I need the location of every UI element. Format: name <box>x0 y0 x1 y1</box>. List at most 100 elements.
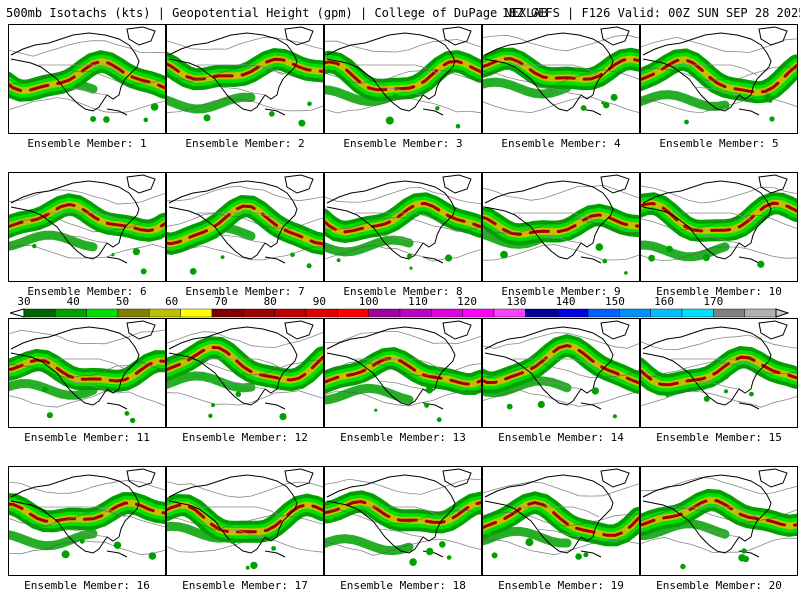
north-america-coastline <box>642 474 772 554</box>
jet-core <box>483 57 639 81</box>
map-plot <box>325 468 481 566</box>
ensemble-panel-3: Ensemble Member: 3 <box>324 24 482 154</box>
wind-speck <box>612 414 617 419</box>
colorbar-swatch <box>399 308 432 318</box>
wind-speck <box>702 254 710 262</box>
wind-speck <box>229 537 236 544</box>
caribbean-islands <box>264 550 286 558</box>
wind-speck <box>424 402 430 408</box>
us-canada-border <box>39 212 126 224</box>
wind-speck <box>426 547 434 556</box>
wind-speck <box>455 123 461 129</box>
ensemble-panel-1: Ensemble Member: 1 <box>8 24 166 154</box>
north-america-coastline <box>484 474 614 554</box>
ensemble-member-label: Ensemble Member: 17 <box>182 579 308 592</box>
greenland-outline <box>442 26 472 46</box>
greenland-outline <box>442 468 472 488</box>
jet-core <box>325 201 481 234</box>
colorbar-swatch <box>274 308 307 318</box>
wind-speck <box>307 101 312 107</box>
height-contour <box>167 390 323 406</box>
wind-speck <box>211 403 215 408</box>
wind-speck <box>665 393 670 398</box>
colorbar-left-arrow <box>10 308 25 318</box>
wind-speck <box>741 548 747 554</box>
colorbar-tick-label: 60 <box>165 295 179 308</box>
jet-core <box>167 57 323 81</box>
secondary-jet <box>641 90 730 111</box>
ensemble-member-label: Ensemble Member: 9 <box>501 285 621 298</box>
wind-speck <box>435 106 440 111</box>
height-contour <box>325 508 481 525</box>
greenland-outline <box>758 174 788 194</box>
height-contour <box>9 189 165 205</box>
jet-core <box>167 204 323 246</box>
us-mexico-border <box>694 380 740 390</box>
us-mexico-border <box>220 380 266 390</box>
colorbar-swatch <box>55 308 87 318</box>
wind-speck <box>61 550 70 559</box>
height-contour <box>483 96 639 114</box>
map-frame <box>324 24 482 134</box>
ensemble-member-label: Ensemble Member: 16 <box>24 579 150 592</box>
height-contour <box>641 65 797 81</box>
wind-speck <box>500 250 508 259</box>
colorbar-swatch <box>23 308 56 318</box>
height-contour <box>167 358 323 376</box>
map-frame <box>324 172 482 282</box>
ensemble-member-label: Ensemble Member: 18 <box>340 579 466 592</box>
us-mexico-border <box>378 528 424 538</box>
us-canada-border <box>197 358 284 370</box>
map-plot <box>483 26 639 116</box>
jet-core <box>641 58 797 94</box>
colorbar-tick-label: 110 <box>407 295 428 308</box>
wind-speck <box>703 395 710 402</box>
height-contour <box>9 510 165 528</box>
wind-speck <box>42 386 48 393</box>
jet-core <box>483 213 639 236</box>
wind-speck <box>409 266 413 270</box>
greenland-outline <box>600 26 630 46</box>
height-contour <box>9 390 165 408</box>
ensemble-panel-20: Ensemble Member: 20 <box>640 466 798 596</box>
ensemble-panel-4: Ensemble Member: 4 <box>482 24 640 154</box>
height-contour <box>641 246 797 262</box>
ensemble-member-label: Ensemble Member: 20 <box>656 579 782 592</box>
map-frame <box>8 24 166 134</box>
map-plot <box>9 26 165 123</box>
caribbean-islands <box>106 256 128 264</box>
us-canada-border <box>39 358 126 370</box>
colorbar-swatch <box>117 308 150 318</box>
height-contour <box>325 360 481 377</box>
colorbar-swatch <box>305 308 338 318</box>
ensemble-member-label: Ensemble Member: 12 <box>182 431 308 444</box>
jet-core <box>641 355 797 387</box>
north-america-coastline <box>484 180 614 260</box>
map-frame <box>8 172 166 282</box>
secondary-jet <box>9 529 98 551</box>
header-title: 500mb Isotachs (kts) | Geopotential Heig… <box>6 6 548 20</box>
height-contour <box>167 513 323 531</box>
height-contour <box>9 540 165 556</box>
secondary-jet <box>325 235 414 257</box>
map-plot <box>483 320 639 419</box>
wind-speck <box>680 563 686 570</box>
ensemble-member-label: Ensemble Member: 14 <box>498 431 624 444</box>
wind-speck <box>143 117 149 123</box>
colorbar-swatch <box>211 308 244 318</box>
caribbean-islands <box>580 550 602 558</box>
height-contour <box>483 218 639 234</box>
wind-speck <box>271 546 276 551</box>
ensemble-panel-17: Ensemble Member: 17 <box>166 466 324 596</box>
colorbar-swatch <box>681 308 714 318</box>
map-frame <box>640 24 798 134</box>
ensemble-member-label: Ensemble Member: 10 <box>656 285 782 298</box>
north-america-coastline <box>642 326 772 406</box>
caribbean-islands <box>264 402 286 410</box>
colorbar-swatch <box>493 308 526 318</box>
ensemble-member-label: Ensemble Member: 2 <box>185 137 305 150</box>
colorbar-swatch <box>462 308 495 318</box>
height-contour <box>325 244 481 262</box>
us-mexico-border <box>378 380 424 390</box>
caribbean-islands <box>264 108 286 116</box>
